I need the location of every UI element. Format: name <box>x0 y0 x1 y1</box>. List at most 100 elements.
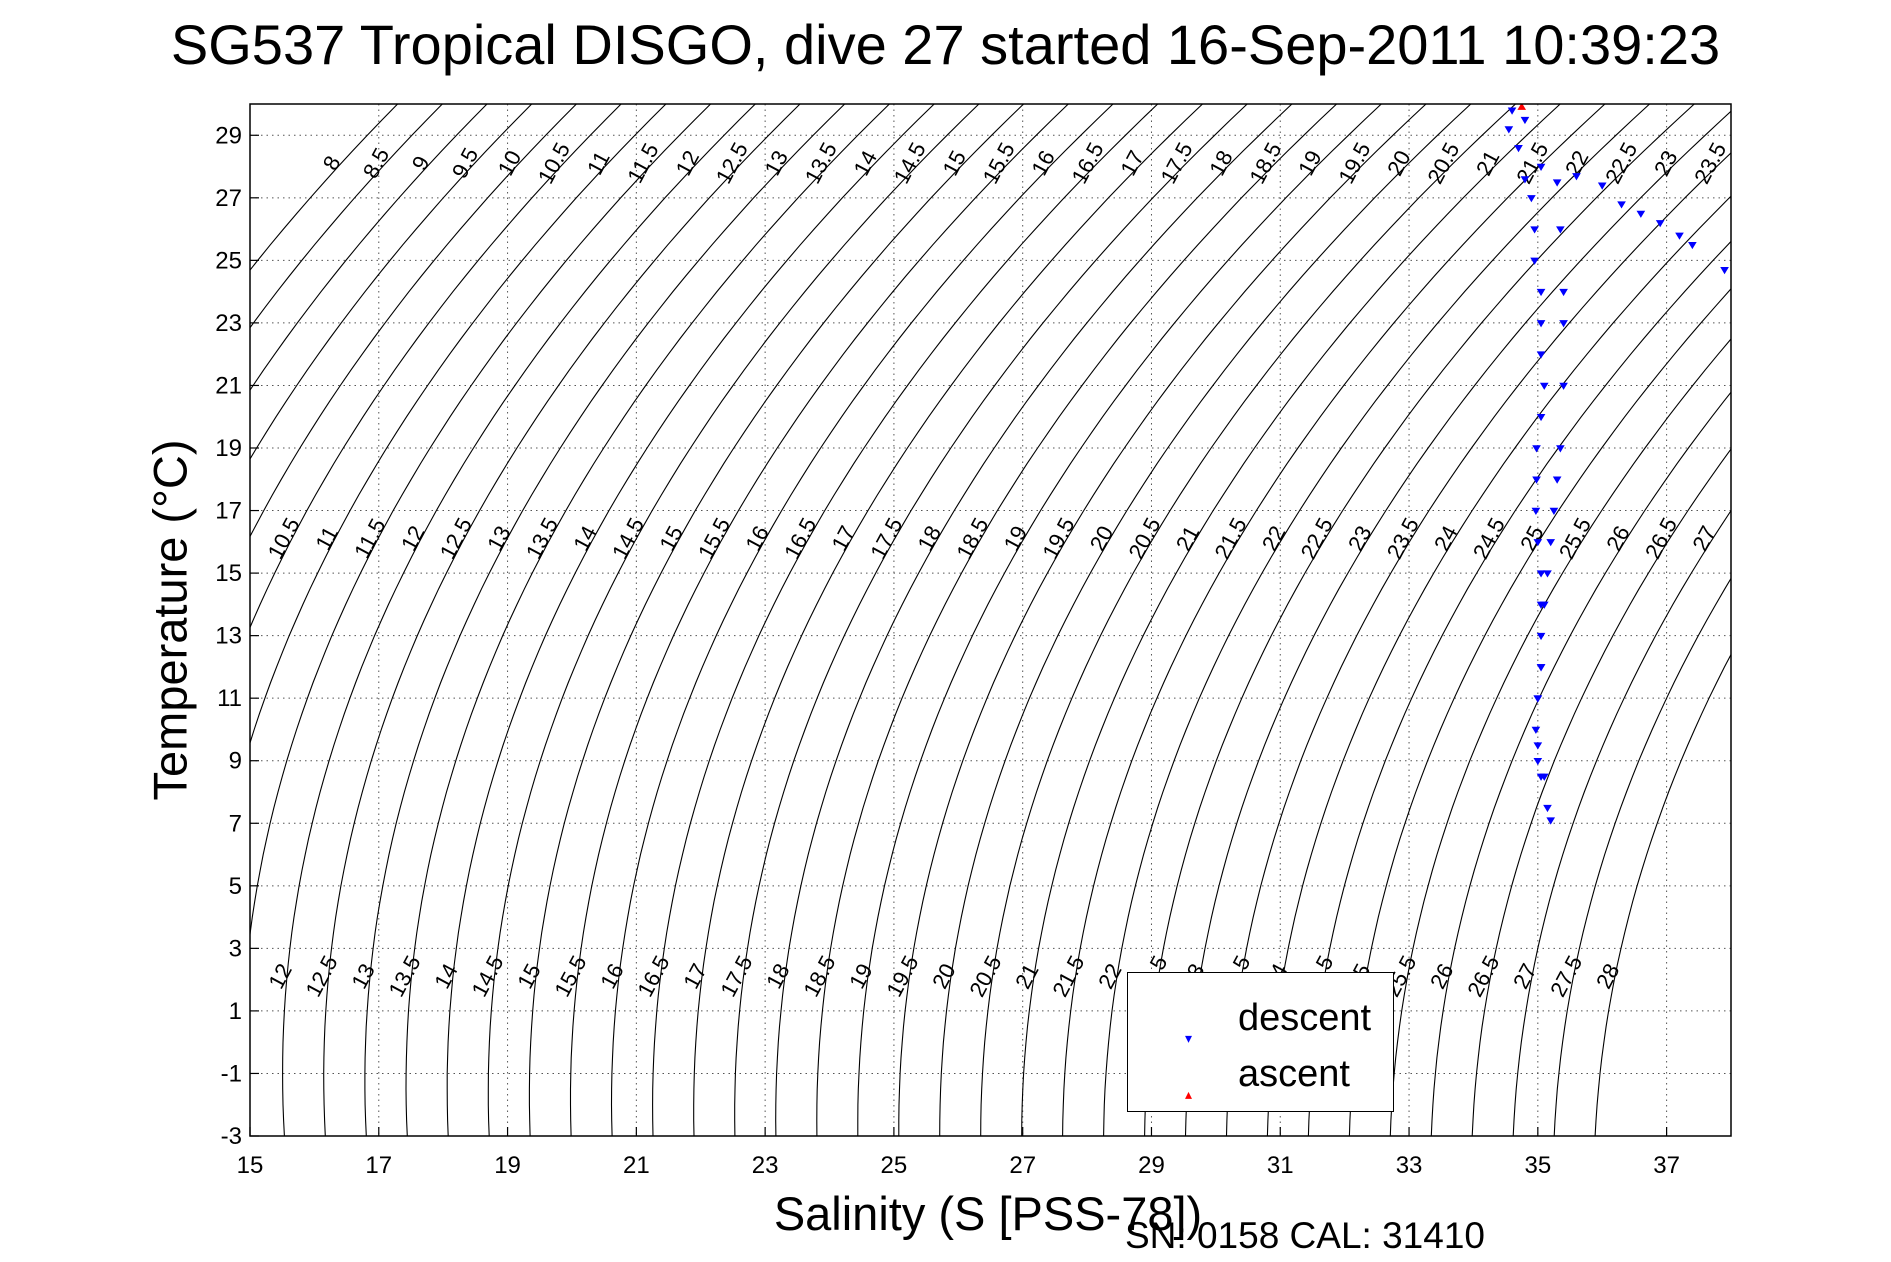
density-contour <box>1471 448 1731 1136</box>
y-tick-label: 11 <box>217 685 242 712</box>
density-contour <box>250 104 444 329</box>
descent-marker-icon: ▾ <box>1185 1030 1193 1046</box>
descent-point <box>1504 126 1514 134</box>
descent-scatter-point <box>1507 107 1517 115</box>
density-contour-label: 17 <box>826 522 860 555</box>
density-contour-label: 20.5 <box>964 951 1006 1001</box>
density-contour <box>1594 653 1731 1136</box>
density-contour <box>939 104 1472 1136</box>
density-contour-label: 9.5 <box>447 144 483 183</box>
axis-ticks: 15 17 19 21 23 25 27 29 31 33 35 37-3-1135791113151… <box>215 122 1680 1179</box>
descent-offset-point <box>1539 601 1549 609</box>
x-axis-label: Salinity (S [PSS-78]) <box>773 1187 1203 1240</box>
density-contour <box>250 104 622 629</box>
density-contour-label: 10.5 <box>533 138 575 188</box>
density-contour-labels: 8 8.5 9 9.5 10 10.510.5111111.511.512121212.5… <box>263 138 1732 1001</box>
density-contour-label: 16 <box>595 959 629 992</box>
descent-offset-point <box>1556 226 1565 234</box>
density-contour <box>1389 338 1731 1136</box>
density-contour-label: 12.5 <box>435 514 477 564</box>
density-contour <box>1348 288 1731 1136</box>
density-contour <box>250 104 399 271</box>
density-contour-label: 14.5 <box>889 138 931 188</box>
density-contour <box>250 104 488 392</box>
density-contour-label: 15.5 <box>693 514 735 564</box>
density-contour-label: 8 <box>318 152 346 175</box>
descent-offset-point <box>1549 507 1559 516</box>
y-tick-label: -1 <box>221 1060 242 1087</box>
density-contour-label: 21.5 <box>1210 513 1252 563</box>
density-contour-label: 21 <box>1471 146 1505 179</box>
descent-scatter-point <box>1636 210 1646 218</box>
density-contour-label: 20.5 <box>1422 138 1464 188</box>
density-contour-label: 15.5 <box>549 951 591 1001</box>
density-contour-label: 26.5 <box>1640 513 1682 563</box>
descent-offset-point <box>1543 804 1552 813</box>
descent-point <box>1536 351 1546 359</box>
descent-offset-point <box>1536 664 1546 672</box>
density-contour-label: 13 <box>346 959 380 992</box>
descent-offset-point <box>1533 742 1543 750</box>
density-contour-label: 9 <box>407 152 435 175</box>
density-contour <box>898 104 1427 1136</box>
density-contour-label: 14 <box>568 522 602 555</box>
y-tick-label: -3 <box>221 1123 242 1150</box>
density-contour <box>323 104 801 1136</box>
x-tick-label: 17 <box>365 1152 392 1179</box>
density-contour <box>250 104 533 461</box>
density-contour <box>857 104 1383 1136</box>
y-tick-label: 13 <box>215 623 242 650</box>
ascent-marker-icon: ▴ <box>1185 1086 1193 1102</box>
density-contour-label: 27.5 <box>1545 951 1587 1001</box>
y-tick-label: 19 <box>215 435 242 462</box>
density-contour-label: 13 <box>482 522 516 555</box>
density-contour <box>282 104 757 1136</box>
x-tick-label: 31 <box>1267 1152 1294 1179</box>
density-contour-label: 10.5 <box>263 514 305 564</box>
density-contour-label: 15.5 <box>978 138 1020 188</box>
descent-point <box>1539 382 1549 390</box>
density-contour-label: 22 <box>1257 522 1291 555</box>
descent-scatter-point <box>1675 232 1684 240</box>
density-contour-label: 13.5 <box>521 513 563 563</box>
density-contour-label: 16.5 <box>779 514 821 564</box>
density-contour-label: 13 <box>760 146 794 179</box>
density-contour-label: 13.5 <box>383 951 425 1001</box>
ascent-point <box>1517 104 1527 110</box>
data-points <box>1504 104 1729 825</box>
y-tick-label: 21 <box>215 372 242 399</box>
y-tick-label: 5 <box>229 873 242 900</box>
descent-offset-point <box>1536 163 1546 172</box>
density-contour-label: 19 <box>1293 146 1327 179</box>
density-contour-label: 11.5 <box>622 139 663 187</box>
descent-point <box>1536 320 1546 328</box>
descent-point <box>1520 176 1530 184</box>
x-tick-label: 27 <box>1009 1152 1036 1179</box>
descent-offset-point <box>1559 382 1568 390</box>
y-tick-label: 23 <box>215 310 242 337</box>
descent-scatter-point <box>1688 241 1697 250</box>
density-contour-label: 17 <box>1115 146 1149 179</box>
serial-calibration-note: SN: 0158 CAL: 31410 <box>1125 1215 1485 1256</box>
density-contour-label: 18 <box>913 522 947 555</box>
y-tick-label: 9 <box>229 748 242 775</box>
density-contour-label: 20 <box>1085 522 1119 555</box>
density-contour <box>364 104 846 1136</box>
density-contour <box>250 104 578 538</box>
y-tick-label: 3 <box>229 935 242 962</box>
density-contour-label: 13.5 <box>800 138 842 188</box>
descent-point <box>1546 817 1556 825</box>
density-contour-label: 19.5 <box>1037 513 1079 563</box>
descent-offset-point <box>1546 539 1556 547</box>
descent-point <box>1533 757 1543 766</box>
density-contour <box>1062 104 1606 1136</box>
density-contour <box>569 104 1070 1136</box>
density-contour-label: 12 <box>396 522 430 555</box>
y-tick-label: 27 <box>215 185 242 212</box>
density-contours <box>250 104 1731 1136</box>
density-contour <box>1430 391 1731 1136</box>
x-tick-label: 35 <box>1524 1152 1551 1179</box>
density-contour-label: 21 <box>1010 959 1044 992</box>
density-contour-label: 22.5 <box>1600 138 1642 188</box>
x-tick-label: 21 <box>623 1152 650 1179</box>
